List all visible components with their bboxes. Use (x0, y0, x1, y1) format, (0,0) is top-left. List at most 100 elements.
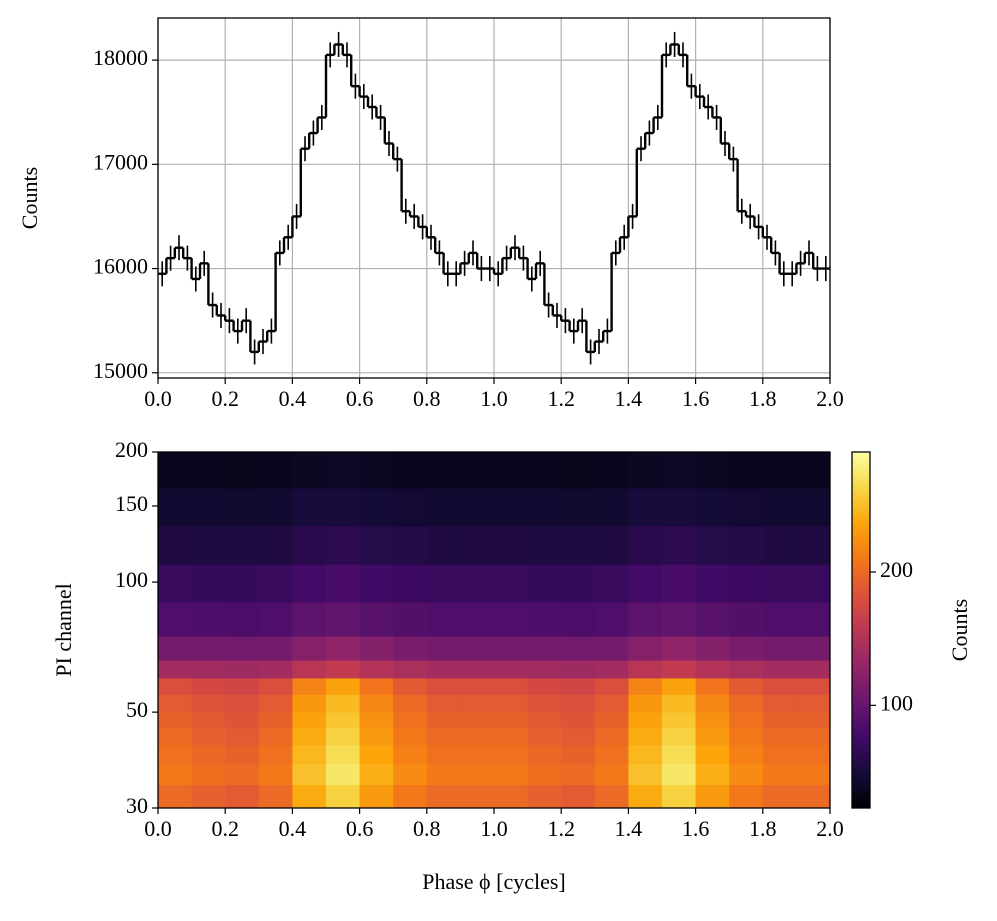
heatmap-cell (594, 727, 629, 746)
heatmap-cell (258, 694, 293, 713)
heatmap-cell (796, 763, 831, 786)
heatmap-cell (460, 763, 495, 786)
heatmap-cell (225, 601, 260, 637)
heatmap-cell (729, 660, 764, 679)
heatmap-cell (460, 784, 495, 809)
heatmap-cell (796, 564, 831, 603)
heatmap-cell (258, 488, 293, 527)
heatmap-cell (158, 694, 193, 713)
heatmap-cell (561, 601, 596, 637)
heatmap-cell (292, 488, 327, 527)
heatmap-cell (326, 660, 361, 679)
heatmap-cell (561, 712, 596, 729)
heatmap-cell (158, 564, 193, 603)
heatmap-cell (527, 601, 562, 637)
heatmap-cell (796, 712, 831, 729)
heatmap-cell (426, 564, 461, 603)
heatmap-cell (527, 488, 562, 527)
x-tick-label: 0.6 (346, 386, 374, 411)
heatmap-cell (628, 564, 663, 603)
heatmap-cell (628, 784, 663, 809)
x-tick-label: 0.4 (279, 816, 307, 841)
heatmap-cell (359, 452, 394, 489)
heatmap-cell (628, 677, 663, 695)
heatmap-cell (258, 763, 293, 786)
heatmap-cell (191, 712, 226, 729)
heatmap-cell (695, 763, 730, 786)
x-tick-label: 1.8 (749, 816, 777, 841)
heatmap-cell (158, 488, 193, 527)
heatmap-cell (796, 525, 831, 565)
heatmap-cell (561, 564, 596, 603)
heatmap-cell (158, 677, 193, 695)
heatmap-cell (628, 744, 663, 765)
heatmap-cell (729, 712, 764, 729)
heatmap-cell (393, 677, 428, 695)
heatmap-cell (762, 525, 797, 565)
heatmap-cell (796, 784, 831, 809)
heatmap-cell (225, 784, 260, 809)
heatmap-cell (393, 784, 428, 809)
heatmap-cell (292, 744, 327, 765)
heatmap-cell (729, 601, 764, 637)
heatmap-cell (426, 525, 461, 565)
heatmap-cell (561, 452, 596, 489)
heatmap-cell (426, 763, 461, 786)
heatmap-cell (292, 727, 327, 746)
heatmap-cell (326, 677, 361, 695)
heatmap-cell (292, 564, 327, 603)
heatmap-cell (527, 677, 562, 695)
heatmap-cell (594, 488, 629, 527)
heatmap-cell (561, 727, 596, 746)
y-tick-label: 50 (126, 697, 148, 722)
colorbar-tick-label: 200 (880, 557, 913, 582)
heatmap-cell (460, 452, 495, 489)
heatmap-cell (561, 744, 596, 765)
heatmap-cell (527, 452, 562, 489)
heatmap-cell (393, 694, 428, 713)
heatmap-cell (393, 452, 428, 489)
heatmap-cell (494, 763, 529, 786)
heatmap-cell (662, 694, 697, 713)
heatmap-cell (695, 744, 730, 765)
heatmap-cell (158, 784, 193, 809)
heatmap-cell (191, 488, 226, 527)
heatmap-cell (796, 488, 831, 527)
heatmap-cell (762, 727, 797, 746)
heatmap-cell (326, 636, 361, 661)
heatmap-cell (326, 712, 361, 729)
heatmap-cell (359, 660, 394, 679)
heatmap-cell (527, 525, 562, 565)
heatmap-cell (225, 636, 260, 661)
heatmap-cell (796, 452, 831, 489)
heatmap-cell (426, 488, 461, 527)
heatmap-cell (426, 694, 461, 713)
heatmap-cell (594, 763, 629, 786)
heatmap-cell (662, 744, 697, 765)
heatmap-cell (460, 601, 495, 637)
x-tick-label: 0.2 (211, 816, 239, 841)
y-tick-label: 17000 (93, 149, 148, 174)
heatmap-cell (527, 712, 562, 729)
heatmap-cell (158, 636, 193, 661)
heatmap-cell (796, 601, 831, 637)
heatmap-cell (225, 660, 260, 679)
heatmap-cell (393, 744, 428, 765)
heatmap-cell (662, 677, 697, 695)
heatmap-cell (225, 763, 260, 786)
heatmap-cell (258, 712, 293, 729)
heatmap-cell (762, 488, 797, 527)
heatmap-cell (292, 660, 327, 679)
x-tick-label: 0.2 (211, 386, 239, 411)
heatmap-cell (258, 525, 293, 565)
heatmap-cell (662, 784, 697, 809)
heatmap-cell (729, 564, 764, 603)
heatmap-cell (628, 601, 663, 637)
heatmap-cell (158, 727, 193, 746)
heatmap-cell (762, 744, 797, 765)
heatmap-cell (762, 763, 797, 786)
heatmap-cell (359, 763, 394, 786)
x-tick-label: 1.2 (547, 816, 575, 841)
heatmap-cell (292, 601, 327, 637)
y-axis-label: PI channel (51, 583, 76, 676)
